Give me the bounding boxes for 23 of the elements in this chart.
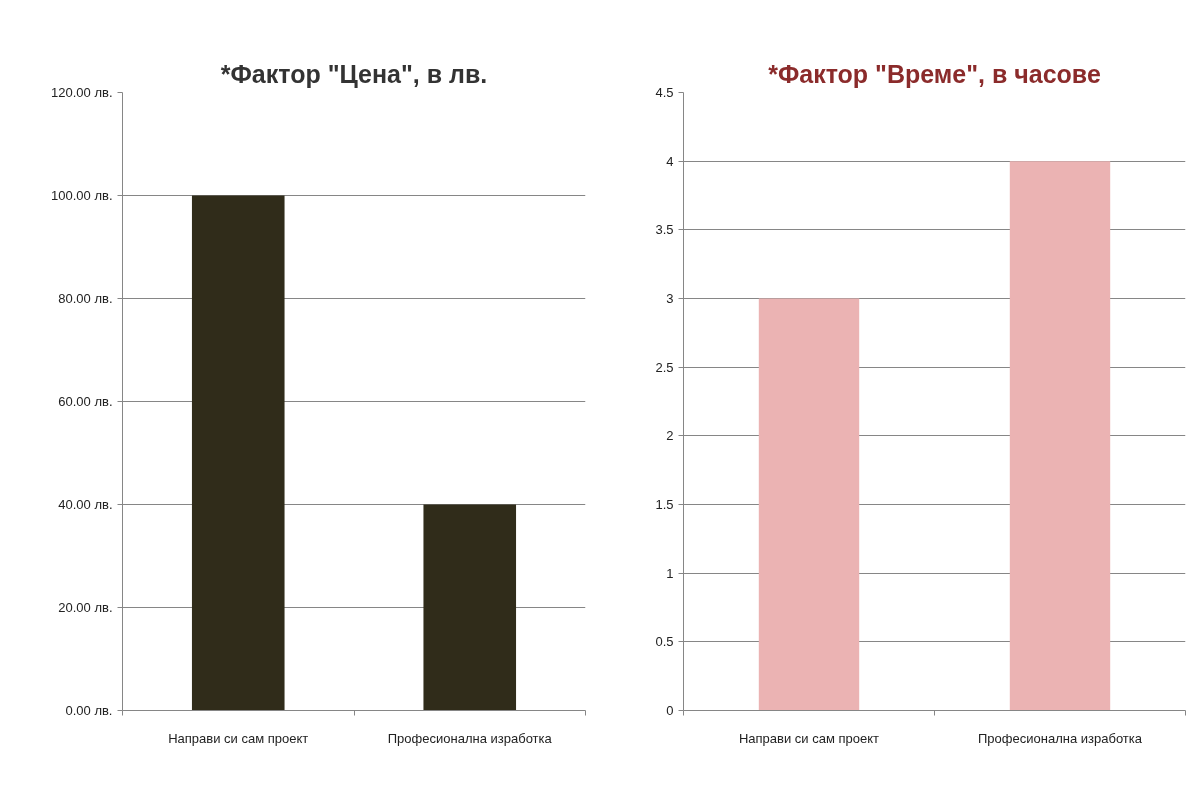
y-tick-label: 3.5 — [655, 222, 674, 238]
y-tick-label: 2 — [666, 428, 674, 444]
y-tick-label: 60.00 лв. — [58, 394, 113, 409]
x-tick-label: Направи си сам проект — [738, 730, 880, 746]
y-tick-label: 1.5 — [655, 497, 674, 512]
y-tick-label: 80.00 лв. — [58, 291, 113, 306]
y-tick-label: 100.00 лв. — [51, 188, 113, 203]
chart-title: *Фактор "Време", в часове — [768, 59, 1101, 88]
x-tick-label: Професионална изработка — [978, 730, 1143, 746]
y-tick-label: 40.00 лв. — [58, 497, 113, 512]
y-tick-label: 4 — [666, 153, 674, 169]
chart-title: *Фактор "Цена", в лв. — [220, 59, 488, 88]
y-tick-label: 3 — [666, 291, 674, 306]
y-tick-label: 1 — [666, 565, 674, 581]
y-tick-label: 0 — [666, 703, 674, 718]
y-tick-label: 2.5 — [655, 359, 674, 375]
y-tick-label: 0.5 — [655, 634, 674, 650]
y-tick-label: 120.00 лв. — [51, 85, 113, 100]
y-tick-label: 0.00 лв. — [65, 703, 113, 718]
x-tick-label: Направи си сам проект — [168, 730, 309, 746]
x-tick-label: Професионална изработка — [387, 730, 553, 746]
y-tick-label: 4.5 — [655, 85, 674, 100]
y-tick-label: 20.00 лв. — [58, 600, 113, 615]
